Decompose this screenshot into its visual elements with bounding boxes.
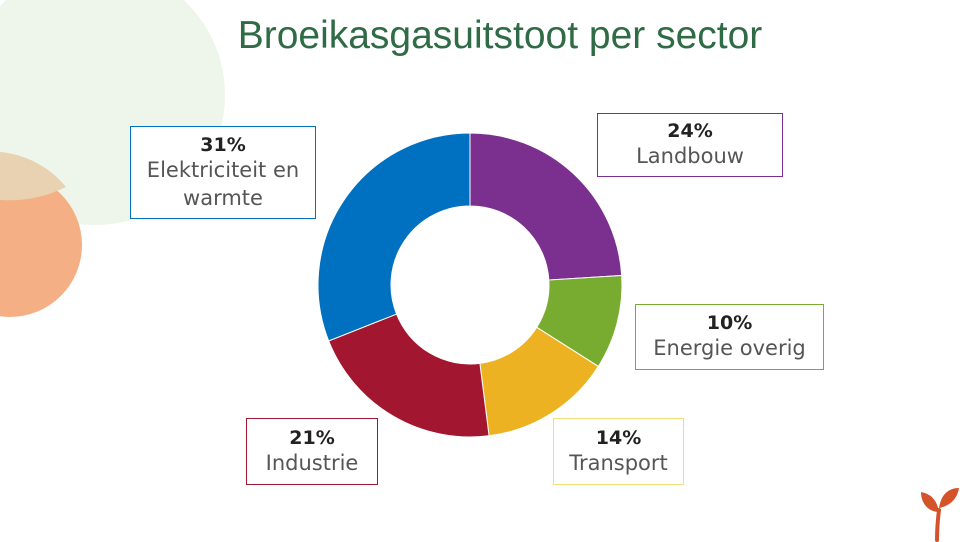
data-label-pct: 14% [595, 426, 642, 449]
donut-slice-elektriciteit-en-warmte [317, 132, 471, 342]
data-label-pct: 24% [667, 120, 713, 142]
data-label-pct: 10% [706, 312, 753, 334]
label-box-transport: 14% Transport [553, 418, 684, 485]
data-label-name: Elektriciteit en warmte [146, 157, 300, 210]
data-label-name: Industrie [265, 450, 359, 475]
page-title: Broeikasgasuitstoot per sector [237, 14, 763, 57]
decor-circle-peach [0, 173, 82, 317]
label-box-industrie: 21% Industrie [246, 418, 378, 485]
data-label-pct: 31% [200, 133, 246, 156]
donut-slice-industrie [328, 313, 490, 438]
sprout-icon [921, 488, 959, 542]
donut-slice-landbouw [469, 132, 623, 281]
label-box-energie-overig: 10% Energie overig [635, 304, 824, 370]
data-label-name: Energie overig [653, 336, 806, 360]
data-label-name: Landbouw [636, 144, 744, 168]
label-box-elektriciteit: 31% Elektriciteit en warmte [130, 126, 316, 219]
data-label-pct: 21% [289, 426, 335, 449]
data-label-name: Transport [569, 450, 668, 475]
label-box-landbouw: 24% Landbouw [597, 113, 783, 177]
decor-overlap [0, 152, 66, 201]
